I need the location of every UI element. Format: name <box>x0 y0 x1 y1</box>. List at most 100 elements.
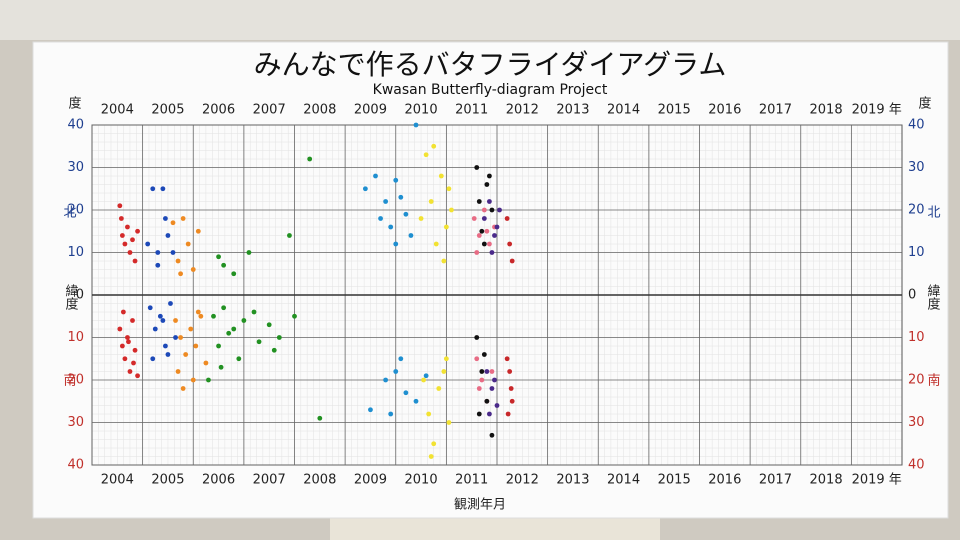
data-point <box>421 377 426 383</box>
data-point <box>413 398 419 404</box>
y-tick-label: 40 <box>67 118 84 133</box>
y-axis-label: 緯度 <box>63 284 79 310</box>
data-point <box>504 216 510 221</box>
data-point <box>433 241 439 247</box>
data-point <box>507 241 513 247</box>
data-point <box>251 309 257 315</box>
data-point <box>383 199 389 204</box>
x-tick-label: 2009 <box>354 473 387 488</box>
data-point <box>152 326 158 332</box>
data-point <box>479 377 485 383</box>
data-point <box>438 173 444 179</box>
y-tick-label: 40 <box>908 458 925 473</box>
x-axis-label: 観測年月 <box>454 498 506 513</box>
north-label: 北 <box>927 206 940 221</box>
data-point <box>130 318 135 323</box>
y-axis-label: 緯度 <box>925 284 941 310</box>
data-point <box>168 301 173 306</box>
data-point <box>378 216 383 221</box>
y-unit: 度 <box>918 96 931 112</box>
x-tick-label: 2017 <box>759 473 792 488</box>
x-tick-label: 2015 <box>658 473 691 488</box>
data-point <box>474 356 480 362</box>
data-point <box>393 369 399 374</box>
y-tick-label: 30 <box>67 160 84 175</box>
data-point <box>127 250 133 255</box>
data-point <box>393 241 399 247</box>
data-point <box>373 173 378 179</box>
data-point <box>131 360 136 366</box>
data-point <box>165 352 171 357</box>
data-point <box>494 224 500 230</box>
data-point <box>403 390 409 396</box>
data-point <box>180 386 186 391</box>
data-point <box>481 352 487 357</box>
data-point <box>443 224 449 230</box>
x-tick-label: 2004 <box>101 103 134 118</box>
data-point <box>494 403 500 408</box>
data-point <box>393 177 399 183</box>
data-point <box>126 339 131 345</box>
y-tick-label: 40 <box>67 458 84 473</box>
y-tick-label: 10 <box>67 330 84 345</box>
data-point <box>203 360 209 366</box>
y-tick-label: 40 <box>908 118 925 133</box>
data-point <box>487 173 492 179</box>
north-label: 北 <box>63 206 76 221</box>
data-point <box>117 203 123 209</box>
data-point <box>125 335 130 340</box>
data-point <box>119 233 125 238</box>
data-point <box>504 356 510 362</box>
x-tick-label: 2014 <box>607 473 640 488</box>
data-point <box>441 369 447 374</box>
data-point <box>271 347 277 353</box>
data-point <box>122 241 128 247</box>
data-point <box>188 326 194 332</box>
data-point <box>266 322 272 328</box>
data-point <box>178 335 183 340</box>
data-point <box>221 305 227 311</box>
x-tick-label: 2016 <box>708 473 741 488</box>
data-point <box>426 411 432 417</box>
data-point <box>246 250 252 255</box>
data-point <box>190 267 196 272</box>
data-point <box>226 330 232 336</box>
data-point <box>489 207 495 213</box>
data-point <box>428 199 434 204</box>
y-tick-label: 30 <box>908 160 925 175</box>
data-point <box>190 377 196 383</box>
x-tick-label: 2008 <box>303 103 336 118</box>
data-point <box>216 343 221 349</box>
data-point <box>487 199 492 204</box>
data-point <box>398 194 404 200</box>
data-point <box>180 216 186 221</box>
data-point <box>487 411 492 417</box>
data-point <box>317 415 323 421</box>
x-tick-label: 2007 <box>253 103 286 118</box>
y-tick-label: 20 <box>908 373 925 388</box>
x-tick-label: 2011 <box>455 473 488 488</box>
data-point <box>206 377 211 383</box>
data-point <box>127 369 133 374</box>
data-point <box>418 216 424 221</box>
data-point <box>489 432 495 438</box>
data-point <box>132 347 138 353</box>
data-point <box>218 364 224 370</box>
data-point <box>509 398 515 404</box>
data-point <box>484 228 490 234</box>
data-point <box>135 373 140 379</box>
x-tick-label: 2006 <box>202 103 235 118</box>
data-point <box>446 420 452 425</box>
y-tick-label: 10 <box>67 245 84 260</box>
data-point <box>388 224 394 230</box>
data-point <box>155 250 161 255</box>
data-point <box>120 309 126 315</box>
data-point <box>170 220 176 226</box>
data-point <box>403 211 409 217</box>
data-point <box>479 228 485 234</box>
y-tick-label: 10 <box>908 330 925 345</box>
x-tick-label: 2010 <box>405 103 438 118</box>
data-point <box>175 369 181 374</box>
data-point <box>476 199 482 204</box>
data-point <box>476 411 482 417</box>
